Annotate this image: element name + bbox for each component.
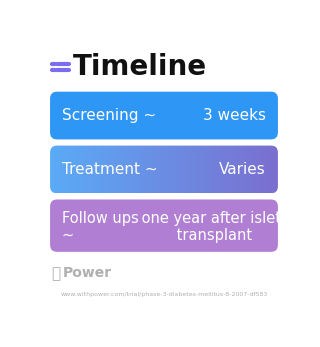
FancyBboxPatch shape <box>50 92 278 139</box>
Text: Screening ~: Screening ~ <box>62 108 156 123</box>
Text: Timeline: Timeline <box>73 53 207 81</box>
Text: Treatment ~: Treatment ~ <box>62 162 158 177</box>
Text: 3 weeks: 3 weeks <box>203 108 266 123</box>
Text: Ⓟ: Ⓟ <box>51 266 60 281</box>
Text: www.withpower.com/trial/phase-3-diabetes-mellitus-8-2007-df583: www.withpower.com/trial/phase-3-diabetes… <box>60 293 268 297</box>
Text: Varies: Varies <box>219 162 266 177</box>
Text: Follow ups one year after islet: Follow ups one year after islet <box>62 211 282 226</box>
Text: ~       transplant: ~ transplant <box>62 228 252 243</box>
FancyBboxPatch shape <box>50 200 278 252</box>
Text: Power: Power <box>63 266 112 280</box>
